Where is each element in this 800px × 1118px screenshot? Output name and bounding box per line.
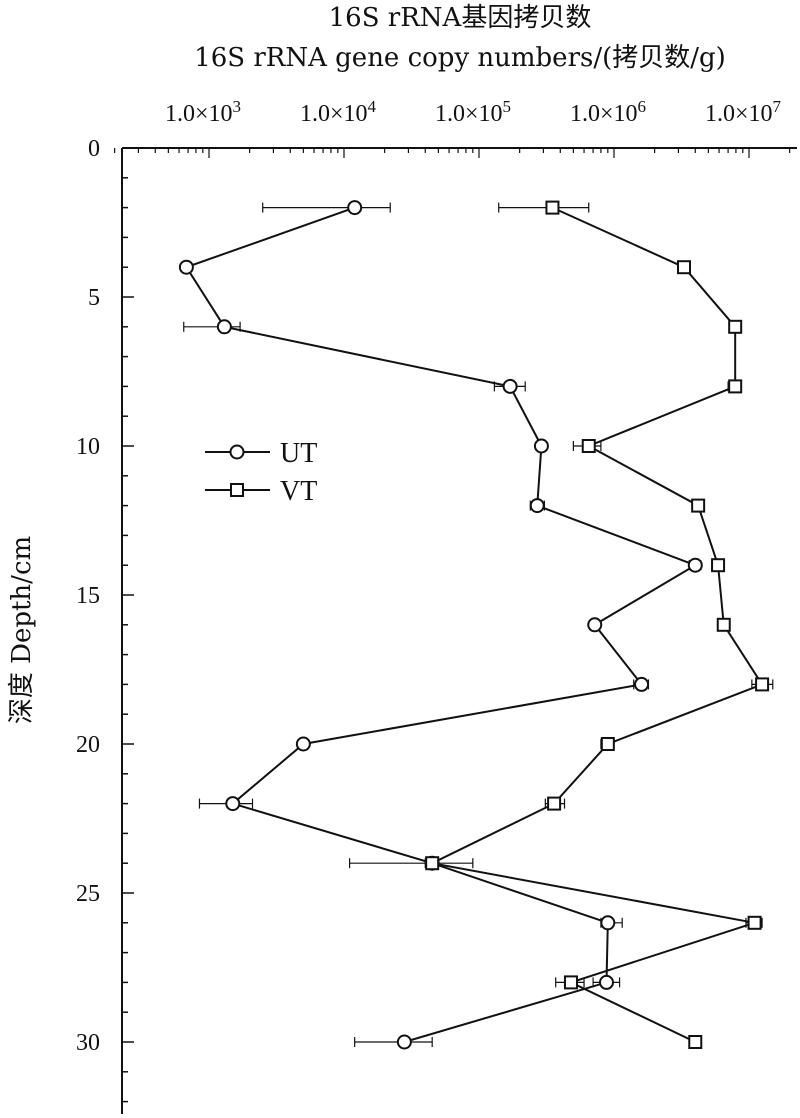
ut-point	[502, 378, 518, 394]
legend-ut-label: UT	[280, 438, 317, 469]
ut-point	[216, 319, 232, 335]
ut-point	[599, 974, 615, 990]
vt-point	[425, 856, 440, 871]
ut-point	[396, 1034, 412, 1050]
vt-point	[563, 975, 578, 990]
legend: UT VT	[205, 438, 317, 507]
ut-point	[529, 498, 545, 514]
vt-point	[676, 260, 691, 275]
vt-point	[755, 677, 770, 692]
ut-point	[295, 736, 311, 752]
y-tick-label: 15	[76, 583, 100, 609]
x-tick-label: 1.0×107	[705, 97, 782, 127]
vt-point	[581, 439, 596, 453]
vt-point	[747, 915, 762, 930]
y-tick-label: 25	[76, 881, 100, 907]
y-tick-label: 30	[76, 1030, 100, 1056]
vt-point	[711, 558, 726, 573]
ut-point	[587, 617, 603, 633]
legend-vt-marker	[230, 483, 244, 497]
x-tick-label: 1.0×104	[300, 97, 377, 127]
ut-point	[600, 915, 616, 931]
ut-point	[225, 796, 241, 812]
vt-point	[728, 319, 743, 334]
plot-area	[178, 200, 774, 1050]
vt-point	[600, 737, 615, 751]
y-axis-label: 深度 Depth/cm	[7, 536, 37, 724]
ut-point	[533, 438, 549, 454]
y-tick-label: 20	[76, 732, 100, 758]
chart-title: 16S rRNA基因拷贝数	[329, 3, 592, 33]
vt-point	[716, 617, 731, 632]
y-axis: 0 5 10 15 20 25 30	[76, 136, 134, 1114]
y-tick-label: 0	[88, 136, 100, 162]
legend-vt-label: VT	[280, 476, 317, 507]
x-tick-label: 1.0×106	[570, 97, 646, 127]
chart-subtitle: 16S rRNA gene copy numbers/(拷贝数/g)	[194, 43, 726, 73]
ut-point	[178, 259, 194, 275]
ut-point	[634, 676, 650, 692]
vt-point	[688, 1035, 703, 1049]
legend-ut-marker	[229, 444, 245, 460]
vt-point	[728, 379, 743, 394]
x-tick-label: 1.0×103	[165, 97, 241, 127]
x-tick-label: 1.0×105	[435, 97, 511, 127]
vt-point	[547, 796, 562, 811]
y-tick-label: 5	[88, 285, 100, 311]
ut-point	[687, 557, 703, 573]
ut-point	[347, 200, 363, 216]
vt-point	[691, 498, 706, 513]
ut-series-line	[184, 206, 698, 1043]
vt-point	[545, 200, 560, 215]
y-tick-label: 10	[76, 434, 100, 460]
x-axis-ticks: 1.0×103 1.0×104 1.0×105 1.0×106 1.0×107	[114, 97, 797, 158]
